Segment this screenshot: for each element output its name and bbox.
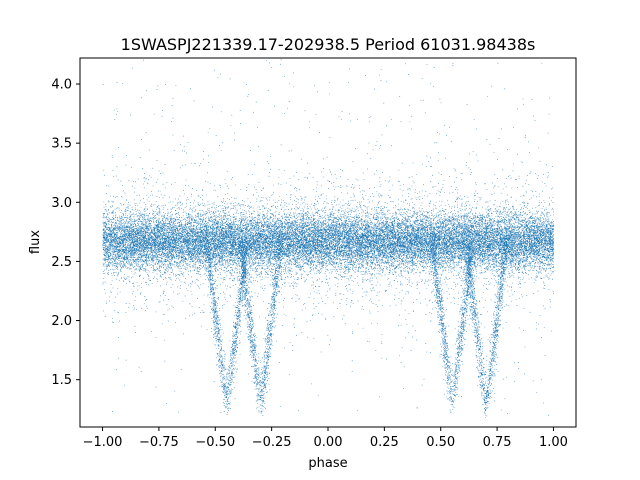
y-axis-label: flux — [28, 230, 43, 254]
y-tick-label: 2.5 — [51, 255, 72, 270]
x-axis-label: phase — [308, 456, 347, 471]
x-tick-label: 0.00 — [314, 435, 343, 450]
y-tick-label: 3.0 — [51, 196, 72, 211]
x-tick-label: 0.75 — [483, 435, 512, 450]
x-tick-label: −0.50 — [195, 435, 235, 450]
chart-title: 1SWASPJ221339.17-202938.5 Period 61031.9… — [121, 35, 536, 54]
x-tick-label: −0.75 — [139, 435, 179, 450]
x-tick-label: 0.50 — [426, 435, 455, 450]
y-tick-label: 1.5 — [51, 373, 72, 388]
x-tick-label: 0.25 — [370, 435, 399, 450]
x-tick-label: −0.25 — [252, 435, 292, 450]
y-tick-label: 3.5 — [51, 137, 72, 152]
y-tick-label: 4.0 — [51, 78, 72, 93]
x-tick-label: −1.00 — [83, 435, 123, 450]
y-axis: 1.5 2.0 2.5 3.0 3.5 4.0 — [51, 78, 80, 388]
y-tick-label: 2.0 — [51, 314, 72, 329]
scatter-points — [102, 59, 555, 418]
x-axis: −1.00 −0.75 −0.50 −0.25 0.00 0.25 0.50 0.75 1.00 — [83, 427, 568, 450]
data-points — [102, 59, 555, 418]
x-tick-label: 1.00 — [539, 435, 568, 450]
